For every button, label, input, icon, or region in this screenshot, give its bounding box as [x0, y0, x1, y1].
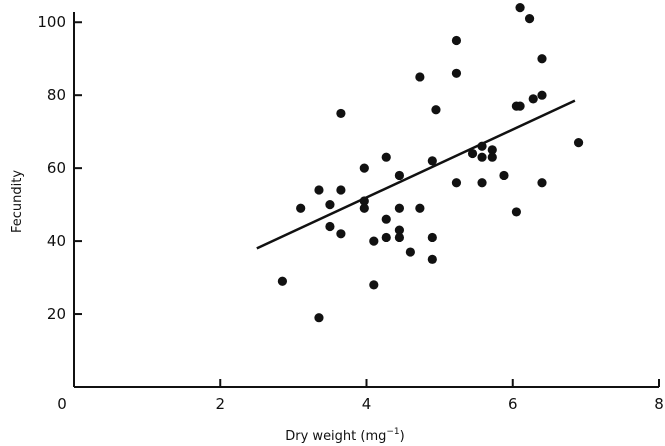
- data-point: [415, 203, 425, 213]
- data-point: [381, 214, 391, 224]
- data-point: [477, 152, 487, 162]
- data-point: [427, 156, 437, 166]
- data-point: [451, 68, 462, 78]
- data-point: [336, 185, 346, 195]
- data-point: [451, 35, 462, 46]
- x-tick-label: 6: [508, 395, 518, 413]
- data-point: [314, 185, 324, 195]
- data-point: [405, 247, 415, 257]
- data-point: [296, 203, 306, 213]
- y-tick-label: 80: [47, 86, 66, 104]
- data-point: [359, 196, 369, 206]
- data-point: [336, 229, 346, 239]
- data-point: [524, 13, 535, 24]
- data-point: [487, 152, 497, 162]
- data-point: [277, 276, 288, 286]
- x-tick-label: 8: [654, 395, 664, 413]
- data-point: [381, 232, 391, 243]
- data-point: [314, 313, 324, 323]
- data-point: [369, 280, 379, 290]
- data-point: [359, 203, 369, 213]
- data-point: [487, 145, 497, 155]
- data-point: [427, 232, 437, 243]
- x-tick-label: 0: [57, 395, 67, 413]
- y-tick-label: 40: [47, 232, 66, 250]
- x-ticks: 0 2 4 6 8: [57, 379, 664, 413]
- x-axis-title: Dry weight (mg−1): [285, 427, 405, 444]
- data-point: [381, 152, 391, 162]
- data-point: [499, 170, 509, 181]
- data-point: [477, 141, 487, 151]
- data-points: [277, 3, 584, 323]
- data-point: [537, 90, 547, 100]
- data-point: [511, 207, 522, 217]
- data-point: [325, 200, 335, 210]
- data-point: [394, 232, 405, 243]
- data-point: [431, 105, 441, 115]
- x-tick-label: 2: [215, 395, 225, 413]
- data-point: [467, 148, 478, 159]
- data-point: [427, 254, 437, 264]
- data-point: [537, 178, 547, 188]
- data-point: [451, 178, 462, 188]
- data-point: [369, 236, 379, 246]
- data-point: [325, 221, 335, 232]
- regression-line: [256, 99, 576, 250]
- x-axis-title-text: Dry weight (mg: [285, 429, 386, 444]
- y-ticks: 20 40 60 80 100: [37, 13, 82, 323]
- data-point: [515, 3, 525, 13]
- data-point: [573, 138, 584, 148]
- y-tick-label: 60: [47, 159, 66, 177]
- data-point: [394, 203, 405, 213]
- data-point: [359, 163, 369, 173]
- y-tick-label: 20: [47, 305, 66, 323]
- data-point: [477, 178, 487, 188]
- y-tick-label: 100: [37, 13, 66, 31]
- data-point: [415, 72, 425, 82]
- data-point: [394, 225, 405, 235]
- data-point: [336, 108, 346, 119]
- y-axis-title: Fecundity: [10, 170, 25, 233]
- x-tick-label: 4: [362, 395, 372, 413]
- x-axis-title-close: ): [400, 429, 405, 444]
- x-axis-title-unit-exponent: −1: [386, 427, 399, 437]
- data-point: [394, 170, 405, 181]
- data-point: [528, 94, 538, 104]
- data-point: [537, 54, 547, 64]
- data-point: [515, 101, 525, 111]
